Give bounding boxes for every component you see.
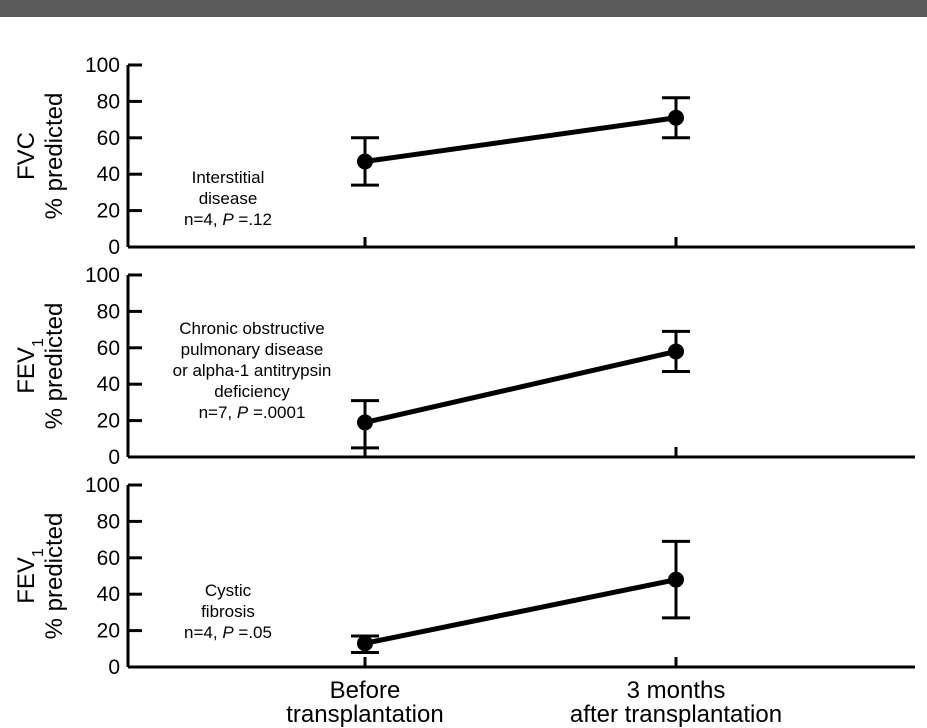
y-axis-title-line-1: FEV1: [13, 338, 47, 394]
y-tick-label: 20: [97, 410, 120, 433]
data-point: [357, 635, 373, 652]
y-tick-label: 80: [97, 90, 120, 113]
y-tick-label: 40: [97, 583, 120, 606]
annotation-line: deficiency: [214, 382, 290, 401]
data-point: [357, 153, 373, 170]
y-axis-title-line-1: FVC: [13, 132, 40, 180]
series-line: [364, 577, 677, 646]
annotation-line: Interstitial: [192, 168, 265, 187]
x-category-label: Before: [330, 677, 401, 704]
y-tick-label: 20: [97, 200, 120, 223]
data-point: [668, 343, 684, 360]
y-axis-title-line-2: % predicted: [41, 513, 68, 640]
annotation-line: n=7, P =.0001: [199, 403, 306, 422]
y-tick-label: 40: [97, 373, 120, 396]
data-point: [668, 109, 684, 126]
annotation-line: n=4, P =.12: [184, 210, 272, 229]
annotation-line: Cystic: [205, 581, 252, 600]
y-tick-label: 0: [108, 446, 120, 469]
y-tick-label: 80: [97, 300, 120, 323]
annotation-line: or alpha-1 antitrypsin: [173, 361, 332, 380]
annotation-line: disease: [199, 189, 258, 208]
chart-panel-1: 0 20 40 60 80 100 FVC% predicted Interstitial di…: [13, 54, 915, 259]
x-category-label: after transplantation: [570, 701, 782, 728]
y-tick-label: 0: [108, 656, 120, 679]
y-tick-label: 80: [97, 510, 120, 533]
x-category-label: 3 months: [627, 677, 726, 704]
data-point: [357, 414, 373, 431]
annotation-line: n=4, P =.05: [184, 623, 272, 642]
series-line: [364, 115, 677, 164]
chart-panel-3: 0 20 40 60 80 100 FEV1% predicted Cystic fibrosi…: [13, 474, 915, 679]
header-rule: [0, 0, 927, 17]
chart-panel-2: 0 20 40 60 80 100 FEV1% predicted Chronic obstr…: [13, 264, 915, 469]
y-tick-label: 100: [85, 54, 120, 77]
y-tick-label: 20: [97, 620, 120, 643]
series-line: [364, 349, 677, 425]
x-category-label: transplantation: [286, 701, 443, 728]
y-tick-label: 40: [97, 163, 120, 186]
y-tick-label: 0: [108, 236, 120, 259]
y-tick-label: 60: [97, 337, 120, 360]
y-tick-label: 60: [97, 127, 120, 150]
y-axis-title-line-2: % predicted: [41, 93, 68, 220]
annotation-line: Chronic obstructive: [179, 319, 325, 338]
annotation-line: pulmonary disease: [181, 340, 324, 359]
y-tick-label: 100: [85, 474, 120, 497]
y-axis-title-line-1: FEV1: [13, 548, 47, 604]
y-tick-label: 100: [85, 264, 120, 287]
y-tick-label: 60: [97, 547, 120, 570]
annotation-line: fibrosis: [201, 602, 255, 621]
y-axis-title-line-2: % predicted: [41, 303, 68, 430]
data-point: [668, 571, 684, 588]
